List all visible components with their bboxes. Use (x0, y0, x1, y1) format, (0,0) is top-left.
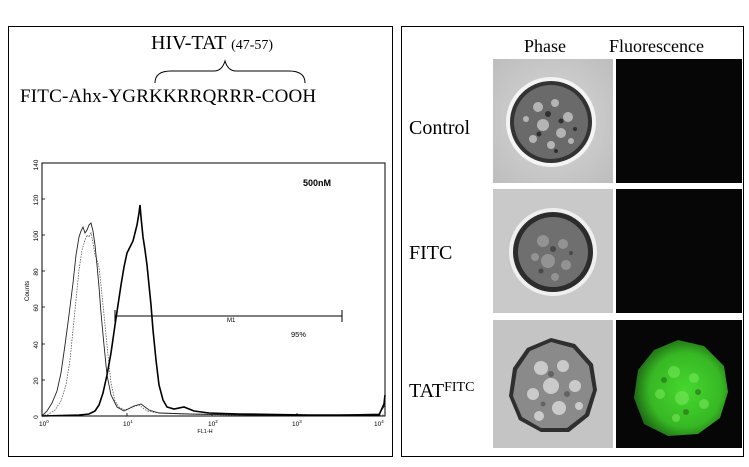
fluorescence-image-tat (616, 320, 742, 448)
plot-frame (41, 162, 386, 417)
y-axis-label: Counts (24, 280, 31, 301)
phase-image-tat (493, 320, 613, 448)
curve-fitc-thin (41, 222, 386, 417)
x-axis-ticks: 100 101 102 103 104 (39, 419, 384, 428)
fluorescence-image-fitc (616, 189, 742, 313)
y-tick-140: 140 (33, 159, 40, 170)
y-tick-0: 0 (33, 415, 40, 419)
column-header-phase: Phase (524, 36, 566, 56)
y-tick-100: 100 (33, 230, 40, 241)
x-axis-label: FL1-H (197, 429, 212, 435)
gate-percent: 95% (291, 330, 306, 339)
row-label-control: Control (409, 117, 471, 139)
y-tick-60: 60 (33, 304, 40, 312)
sequence-bracket (154, 59, 306, 84)
x-tick-1000: 103 (292, 419, 302, 428)
microscopy-panel: Phase Fluorescence Control FITC TATFITC (401, 26, 744, 457)
concentration-label: 500nM (303, 178, 331, 188)
flow-cytometry-panel: HIV-TAT (47-57) FITC-Ahx-YGRKKRRQRRR-COO… (8, 26, 393, 457)
x-tick-1: 100 (39, 419, 49, 428)
x-tick-10000: 104 (374, 419, 384, 428)
peptide-sequence: FITC-Ahx-YGRKKRRQRRR-COOH (20, 86, 317, 107)
peptide-title: HIV-TAT (47-57) (151, 32, 273, 55)
column-header-fluorescence: Fluorescence (609, 36, 704, 56)
histogram-plot: 0 20 40 60 80 100 120 140 Counts 100 101… (24, 159, 386, 435)
phase-image-control (493, 59, 613, 183)
curve-tat-bold (41, 204, 386, 417)
histogram-curves (41, 204, 386, 417)
peptide-range: (47-57) (231, 38, 274, 53)
phase-image-fitc (493, 189, 613, 313)
y-tick-40: 40 (33, 341, 40, 349)
fluorescence-image-control (616, 59, 742, 183)
curve-control-dotted (41, 231, 385, 417)
row-label-tat-fitc: TATFITC (409, 380, 475, 402)
peptide-name: HIV-TAT (151, 32, 227, 54)
x-tick-10: 101 (123, 419, 133, 428)
y-tick-20: 20 (33, 377, 40, 385)
y-tick-120: 120 (33, 194, 40, 205)
gate-label: M1 (227, 318, 236, 324)
y-tick-80: 80 (33, 268, 40, 276)
y-axis-ticks: 0 20 40 60 80 100 120 140 (33, 159, 40, 419)
x-tick-100: 102 (208, 419, 218, 428)
row-label-fitc: FITC (409, 242, 453, 264)
